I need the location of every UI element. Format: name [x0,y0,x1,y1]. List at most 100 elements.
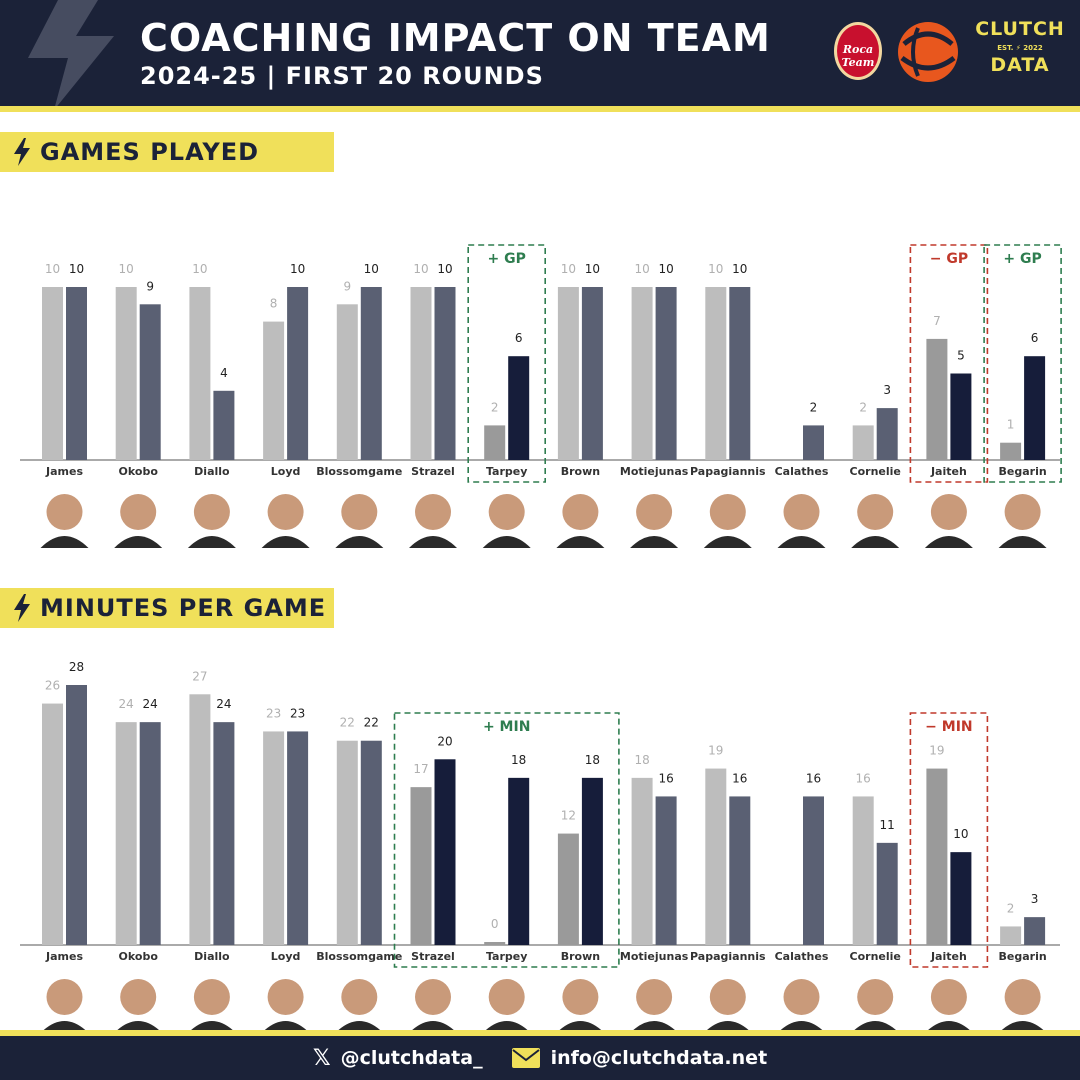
player-headshot-loyd [267,494,304,530]
header: COACHING IMPACT ON TEAM 2024-25 | FIRST … [0,0,1080,112]
previous-coach-bar-tarpey [484,942,506,945]
twitter-handle[interactable]: @clutchdata_ [340,1047,483,1069]
player-jersey-shape [556,536,605,548]
current-coach-bar-motiejunas [655,796,677,945]
footer: 𝕏 @clutchdata_ info@clutchdata.net [0,1030,1080,1080]
as-monaco-logo: Roca Team [834,22,882,80]
category-label-brown: Brown [561,465,600,478]
data-label: 10 [634,262,649,276]
data-label: 6 [515,331,523,345]
data-label: 8 [270,297,278,311]
data-label: 9 [343,279,351,293]
data-label: 19 [708,744,723,758]
category-label-calathes: Calathes [775,950,829,963]
data-label: 0 [491,917,499,931]
previous-coach-bar-james [42,287,63,460]
previous-coach-bar-brown [557,287,579,460]
player-jersey-shape [117,1021,159,1030]
data-label: 28 [69,660,84,674]
data-label: 24 [216,697,231,711]
previous-coach-bar-james [42,703,63,945]
category-label-motiejunas: Motiejunas [620,950,689,963]
previous-coach-bar-strazel [410,787,432,945]
player-headshot-tarpey [488,494,525,530]
player-headshot-jaiteh [930,494,967,530]
x-logo-icon: 𝕏 [312,1045,331,1071]
envelope-icon [511,1048,540,1068]
data-label: 24 [119,697,134,711]
previous-coach-bar-begarin [1000,442,1022,460]
highlight-label: − GP [930,251,968,267]
data-label: 23 [266,706,281,720]
data-label: 17 [413,762,428,776]
current-coach-bar-motiejunas [655,287,677,460]
previous-coach-bar-cornelie [852,796,874,945]
player-headshot-brown [562,979,599,1015]
previous-coach-bar-diallo [189,287,211,460]
bolt-watermark-icon [28,0,114,106]
current-coach-bar-papagiannis [729,796,751,945]
player-jersey-shape [187,536,236,548]
data-label: 2 [491,400,499,414]
player-jersey-shape [265,1021,307,1030]
player-headshot-diallo [193,494,230,530]
email-address[interactable]: info@clutchdata.net [550,1047,768,1069]
current-coach-bar-jaiteh [950,373,972,460]
data-label: 22 [364,716,379,730]
current-coach-bar-diallo [213,390,235,460]
data-label: 19 [929,744,944,758]
highlight-box-begarin [983,244,1062,483]
category-label-calathes: Calathes [775,465,829,478]
previous-coach-bar-strazel [410,287,432,460]
category-label-tarpey: Tarpey [486,465,527,478]
player-jersey-shape [630,536,679,548]
current-coach-bar-blossomgame [360,287,382,460]
player-headshot-begarin [1004,494,1041,530]
current-coach-bar-strazel [434,287,456,460]
player-headshot-blossomgame [341,494,378,530]
email-contact[interactable]: info@clutchdata.net [511,1047,768,1069]
data-label: 18 [511,753,526,767]
data-label: 18 [585,753,600,767]
current-coach-bar-tarpey [508,777,530,945]
data-label: 9 [146,279,154,293]
player-headshot-diallo [193,979,230,1015]
player-jersey-shape [633,1021,675,1030]
highlight-label: + GP [488,251,526,267]
player-jersey-shape [114,536,163,548]
player-jersey-shape [777,536,826,548]
player-jersey-shape [559,1021,601,1030]
twitter-contact[interactable]: 𝕏 @clutchdata_ [313,1046,483,1071]
previous-coach-bar-blossomgame [336,304,358,460]
data-label: 10 [708,262,723,276]
player-jersey-shape [335,536,384,548]
data-label: 23 [290,706,305,720]
previous-coach-bar-motiejunas [631,777,653,945]
current-coach-bar-brown [581,777,603,945]
category-label-papagiannis: Papagiannis [690,950,766,963]
minutes-per-game-title: MINUTES PER GAME [40,594,327,622]
previous-coach-bar-okobo [115,287,137,460]
current-coach-bar-papagiannis [729,287,751,460]
category-label-diallo: Diallo [194,465,230,478]
player-headshot-motiejunas [636,979,673,1015]
current-coach-bar-james [66,685,87,945]
player-jersey-shape [703,536,752,548]
previous-coach-bar-brown [557,833,579,945]
category-label-begarin: Begarin [999,465,1047,478]
data-label: 3 [1031,892,1039,906]
player-jersey-shape [851,536,900,548]
player-headshot-papagiannis [709,979,746,1015]
category-label-cornelie: Cornelie [850,950,901,963]
player-jersey-shape [40,536,89,548]
current-coach-bar-brown [581,287,603,460]
games-played-title: GAMES PLAYED [40,138,260,166]
player-headshot-james [46,494,83,530]
highlight-box-strazel-tarpey-brown [393,712,620,968]
player-headshot-begarin [1004,979,1041,1015]
player-headshot-okobo [120,979,157,1015]
highlight-label: + GP [1003,251,1041,267]
current-coach-bar-jaiteh [950,852,972,945]
player-headshot-cornelie [857,979,894,1015]
data-label: 10 [585,262,600,276]
